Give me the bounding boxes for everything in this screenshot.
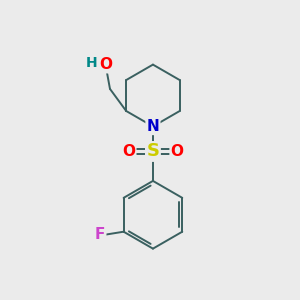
Text: O: O [99, 57, 112, 72]
Text: O: O [122, 144, 135, 159]
Text: H: H [85, 56, 97, 70]
Text: N: N [147, 119, 159, 134]
Text: F: F [95, 227, 105, 242]
Text: O: O [171, 144, 184, 159]
Text: S: S [146, 142, 159, 160]
